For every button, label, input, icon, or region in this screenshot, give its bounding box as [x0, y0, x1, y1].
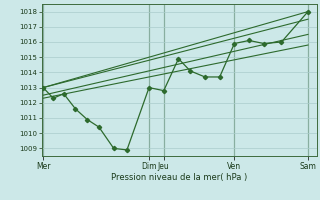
X-axis label: Pression niveau de la mer( hPa ): Pression niveau de la mer( hPa ) — [111, 173, 247, 182]
